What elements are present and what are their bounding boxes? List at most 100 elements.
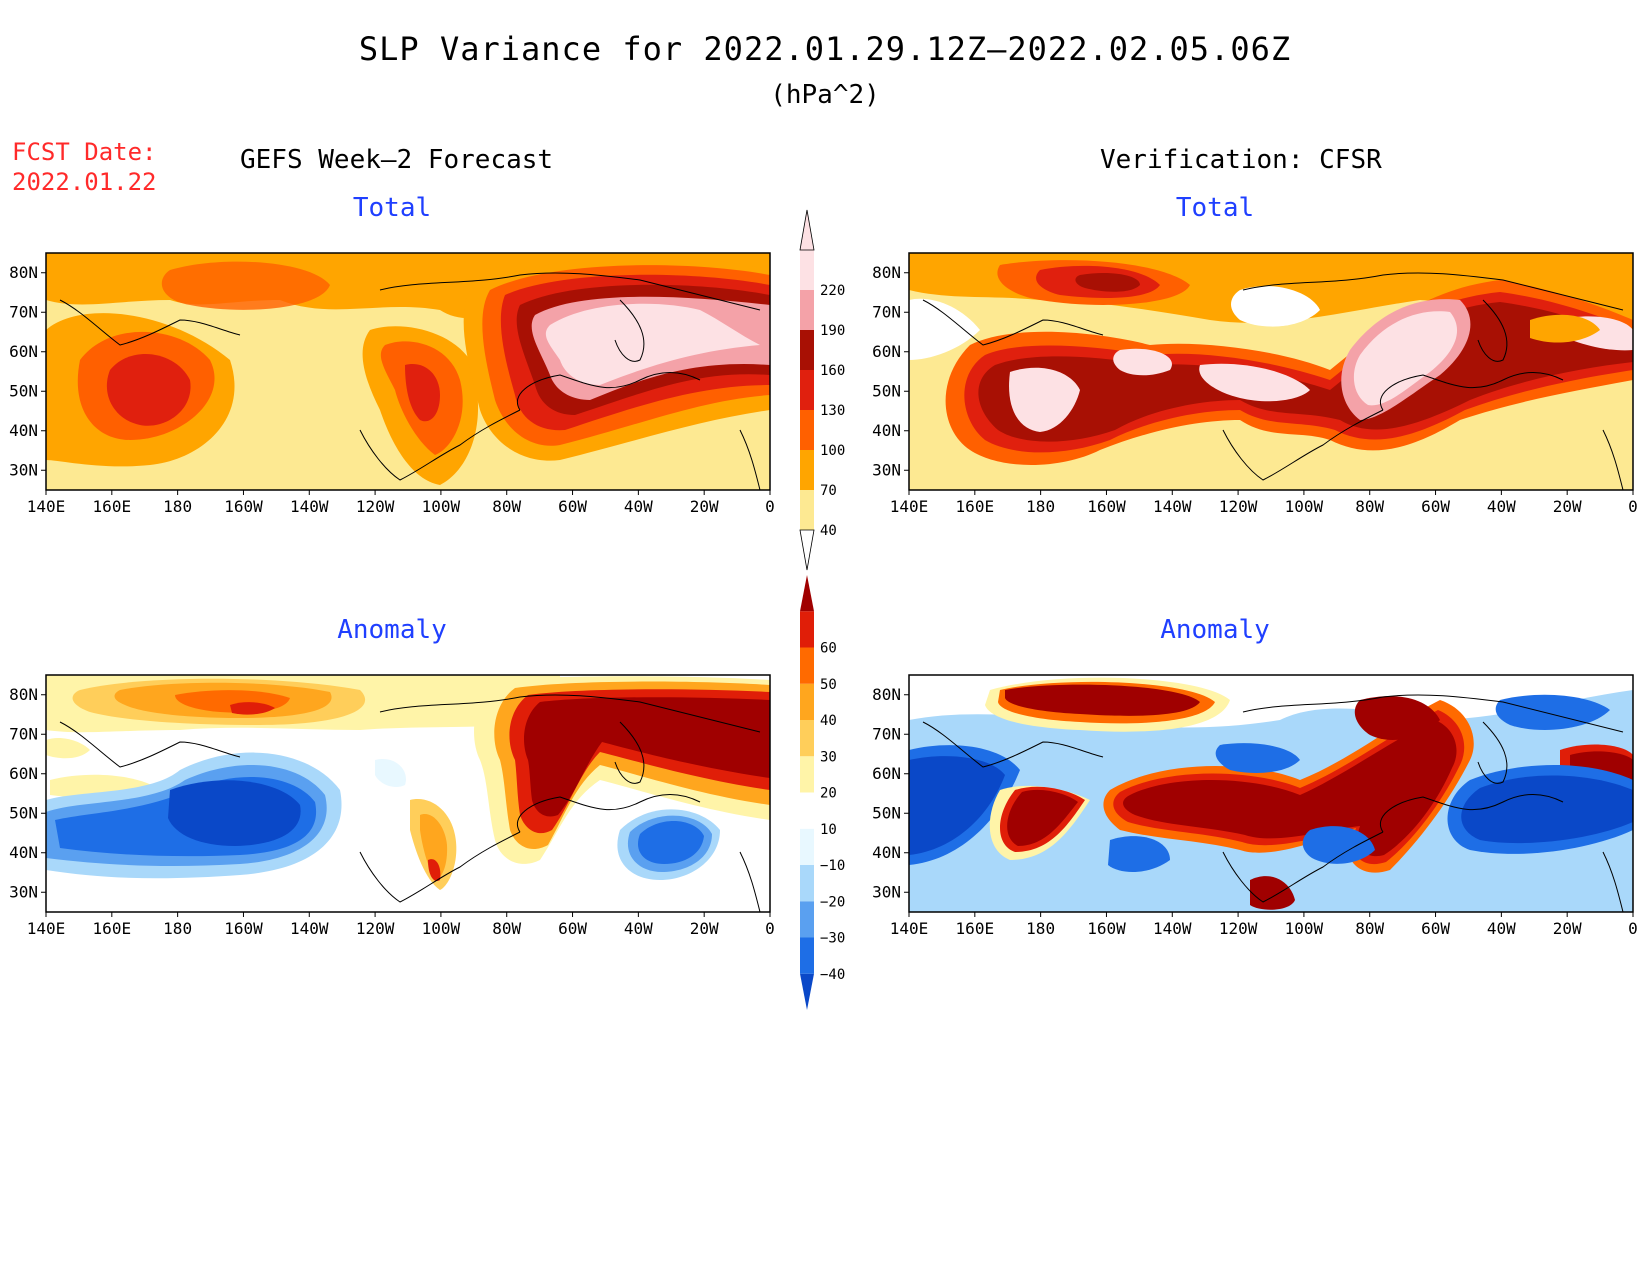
lat-tick-label: 70N <box>872 724 901 743</box>
lon-tick-label: 0 <box>1628 497 1638 516</box>
lat-tick-label: 30N <box>872 460 901 479</box>
colorbar-total-swatch <box>800 370 814 410</box>
coastlines <box>59 272 1624 913</box>
lat-tick-label: 50N <box>9 803 38 822</box>
lon-tick-label: 100W <box>1285 919 1324 938</box>
lat-tick-label: 50N <box>872 803 901 822</box>
colorbar-total-top-arrow <box>799 209 815 251</box>
colorbar-total-label: 70 <box>820 483 837 499</box>
lon-tick-label: 80W <box>1355 497 1384 516</box>
panel-title-forecast-total: Total <box>352 193 432 223</box>
colorbar-total-swatch <box>800 410 814 450</box>
lat-tick-label: 40N <box>9 843 38 862</box>
colorbar-anomaly-label: −20 <box>820 894 845 910</box>
colorbar-total-swatch <box>800 450 814 490</box>
lon-tick-label: 160W <box>1087 919 1126 938</box>
lon-tick-label: 60W <box>558 919 587 938</box>
colorbar-anomaly-label: −30 <box>820 931 845 947</box>
colorbar-total-label: 160 <box>820 363 845 379</box>
lat-tick-label: 40N <box>9 421 38 440</box>
lon-tick-label: 180 <box>163 497 192 516</box>
lon-tick-label: 140E <box>27 919 66 938</box>
forecast-date-value: 2022.01.22 <box>12 168 157 196</box>
colorbar-total-swatch <box>800 290 814 330</box>
lat-tick-label: 40N <box>872 843 901 862</box>
lon-tick-label: 160E <box>956 919 995 938</box>
cfsr-verification-title: Verification: CFSR <box>1100 145 1382 175</box>
forecast-date-label: FCST Date: <box>12 138 157 166</box>
lat-tick-label: 50N <box>872 381 901 400</box>
lon-tick-label: 160W <box>224 497 263 516</box>
panel-title-verification-total: Total <box>1175 193 1255 223</box>
lon-tick-label: 160W <box>1087 497 1126 516</box>
lon-tick-label: 120W <box>356 497 395 516</box>
lon-tick-label: 100W <box>1285 497 1324 516</box>
map-panel-verification-total <box>909 253 1633 490</box>
coastline-bl <box>59 694 761 913</box>
lon-tick-label: 20W <box>690 497 719 516</box>
lat-tick-label: 80N <box>872 685 901 704</box>
lon-tick-label: 80W <box>1355 919 1384 938</box>
axes-layer: 140E 160E 180 160W 140W 120W 100W 80W 60W 40W 20W 0… <box>9 263 1638 938</box>
lon-tick-label: 60W <box>558 497 587 516</box>
coastline-tl <box>59 272 761 491</box>
lon-tick-label: 180 <box>1026 497 1055 516</box>
map-panel-forecast-total <box>46 253 770 490</box>
map-panel-verification-anomaly <box>909 675 1633 912</box>
colorbar-anomaly-swatch <box>800 611 814 648</box>
lon-tick-label: 160W <box>224 919 263 938</box>
coastline-tr <box>922 272 1624 491</box>
main-title: SLP Variance for 2022.01.29.12Z–2022.02.… <box>358 30 1292 68</box>
coastline-br <box>922 694 1624 913</box>
colorbar-anomaly-label: 50 <box>820 677 837 693</box>
colorbar-anomaly-swatch <box>800 647 814 684</box>
lon-tick-label: 20W <box>1553 497 1582 516</box>
lon-tick-label: 180 <box>1026 919 1055 938</box>
lon-tick-label: 100W <box>422 497 461 516</box>
colorbar-anomaly-swatch <box>800 720 814 757</box>
lon-tick-label: 140W <box>1153 497 1192 516</box>
lon-tick-label: 40W <box>1487 497 1516 516</box>
lon-tick-label: 180 <box>163 919 192 938</box>
panel-title-forecast-anomaly: Anomaly <box>337 615 447 645</box>
lon-tick-label: 120W <box>1219 497 1258 516</box>
lat-tick-label: 70N <box>9 302 38 321</box>
lon-tick-label: 60W <box>1421 919 1450 938</box>
lon-tick-label: 40W <box>624 497 653 516</box>
lon-tick-label: 80W <box>492 919 521 938</box>
lon-tick-label: 140E <box>890 919 929 938</box>
lon-tick-label: 140W <box>1153 919 1192 938</box>
colorbar-total: 40 70 100 130 160 190 220 <box>799 209 845 571</box>
panel-title-verification-anomaly: Anomaly <box>1160 615 1270 645</box>
lon-tick-label: 100W <box>422 919 461 938</box>
lat-tick-label: 80N <box>9 685 38 704</box>
lat-tick-label: 40N <box>872 421 901 440</box>
lon-tick-label: 80W <box>492 497 521 516</box>
lat-tick-label: 60N <box>872 342 901 361</box>
map-panel-forecast-anomaly <box>46 675 770 912</box>
lon-tick-label: 20W <box>1553 919 1582 938</box>
lat-tick-label: 50N <box>9 381 38 400</box>
lat-tick-label: 30N <box>872 882 901 901</box>
colorbar-anomaly-swatch <box>800 937 814 974</box>
lon-tick-label: 140W <box>290 497 329 516</box>
lon-tick-label: 0 <box>765 919 775 938</box>
colorbar-anomaly-swatch <box>800 683 814 720</box>
colorbar-anomaly-top-arrow <box>800 575 814 612</box>
lat-tick-label: 30N <box>9 460 38 479</box>
lon-tick-label: 20W <box>690 919 719 938</box>
lon-tick-label: 60W <box>1421 497 1450 516</box>
colorbar-anomaly: −40 −30 −20 −10 10 20 30 40 50 60 <box>800 575 845 1010</box>
colorbar-anomaly-swatch <box>800 828 814 865</box>
colorbar-anomaly-label: 40 <box>820 713 837 729</box>
colorbar-total-label: 130 <box>820 403 845 419</box>
colorbar-anomaly-swatch <box>800 865 814 902</box>
gefs-forecast-title: GEFS Week–2 Forecast <box>240 145 554 175</box>
lon-tick-label: 160E <box>93 497 132 516</box>
colorbar-anomaly-label: 60 <box>820 641 837 657</box>
colorbar-anomaly-swatch <box>800 901 814 938</box>
lon-tick-label: 140E <box>890 497 929 516</box>
lon-tick-label: 140E <box>27 497 66 516</box>
colorbar-anomaly-label: −40 <box>820 967 845 983</box>
lat-tick-label: 60N <box>872 764 901 783</box>
